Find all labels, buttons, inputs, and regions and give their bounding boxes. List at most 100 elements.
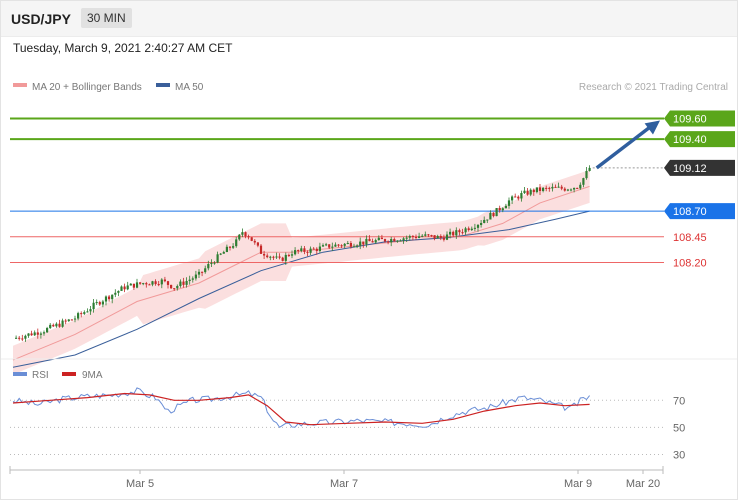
timestamp: Tuesday, March 9, 2021 2:40:27 AM CET (13, 41, 233, 55)
candle-body (219, 253, 222, 255)
candle-body (244, 232, 247, 237)
candle-body (213, 262, 216, 264)
candle-body (157, 284, 160, 286)
candle-body (33, 332, 36, 336)
candle-body (321, 245, 325, 247)
rsi-legend-swatch (13, 372, 27, 376)
price-panel: 109.60 109.40 109.12 108.70 108.45 108.20 (10, 110, 735, 375)
candle-body (163, 279, 166, 282)
candle-body (232, 246, 235, 248)
level-badge-109.12 (664, 159, 735, 176)
candle-body (430, 235, 433, 237)
candle-body (383, 239, 387, 242)
candle-body (337, 244, 340, 246)
candle-body (24, 335, 27, 339)
candle-body (173, 288, 176, 290)
candle-body (15, 337, 18, 339)
x-tick-label-1: Mar 7 (330, 478, 358, 490)
candle-body (501, 208, 504, 211)
candle-body (545, 187, 548, 189)
candle-body (573, 187, 576, 190)
candle-body (191, 278, 194, 280)
candle-body (303, 248, 306, 252)
candle-body (114, 292, 117, 295)
candle-body (476, 224, 480, 228)
candle-body (275, 256, 278, 258)
candle-body (86, 311, 89, 313)
ma50-line (12, 210, 590, 368)
candle-body (371, 241, 374, 243)
candle-body (117, 290, 120, 293)
candle-body (77, 313, 80, 319)
candle-body (132, 283, 135, 288)
candle-body (442, 237, 445, 240)
rsi-ma-legend-swatch (62, 372, 76, 376)
candle-body (83, 312, 86, 314)
level-badge-109.40 (664, 131, 735, 148)
x-tick-label-2: Mar 9 (564, 478, 592, 490)
candle-body (449, 231, 452, 235)
candle-body (216, 254, 219, 263)
candle-body (95, 302, 98, 304)
candle-body (455, 230, 458, 236)
forecast-arrow-shaft (595, 124, 654, 170)
candle-body (269, 256, 272, 258)
candle-body (588, 167, 591, 171)
candle-body (101, 301, 104, 305)
candle-body (284, 254, 287, 261)
candle-body (390, 238, 393, 243)
candle-body (328, 244, 331, 248)
candle-body (514, 196, 517, 198)
candle-body (470, 228, 473, 231)
candle-body (176, 285, 179, 289)
candle-body (563, 188, 566, 191)
candle-body (278, 256, 281, 258)
candle-body (247, 236, 250, 238)
rsi-ma-line (12, 392, 590, 426)
candle-body (238, 234, 241, 240)
candle-body (182, 281, 185, 285)
interval-badge[interactable]: 30 MIN (81, 8, 132, 28)
candle-body (374, 240, 377, 243)
candle-body (433, 235, 436, 239)
candle-body (123, 286, 126, 290)
candle-body (139, 282, 142, 284)
candle-body (325, 244, 328, 246)
candle-body (464, 228, 467, 233)
candle-body (98, 302, 101, 305)
candle-body (197, 271, 201, 275)
candle-body (204, 268, 207, 273)
level-label-108.20: 108.20 (673, 257, 707, 269)
candle-body (538, 187, 542, 191)
rsi-tick-30: 30 (673, 449, 685, 461)
candle-body (225, 246, 228, 253)
candle-body (566, 189, 569, 191)
candle-body (532, 189, 535, 193)
candle-body (387, 241, 390, 243)
candle-body (39, 333, 42, 335)
candle-body (349, 242, 352, 247)
candle-body (210, 262, 213, 265)
candle-body (306, 251, 309, 253)
candle-body (408, 236, 411, 238)
candle-body (188, 279, 191, 281)
bollinger-band (13, 170, 590, 375)
candle-body (554, 186, 557, 188)
level-badge-108.70 (664, 203, 735, 220)
level-label-109.12: 109.12 (673, 163, 707, 175)
candle-body (154, 281, 157, 285)
candle-body (520, 193, 523, 199)
candle-body (201, 271, 204, 273)
candle-body (507, 200, 511, 206)
candle-body (535, 187, 538, 193)
candle-body (517, 196, 520, 199)
candle-body (402, 238, 405, 241)
x-tick-label-0: Mar 5 (126, 478, 154, 490)
candle-body (294, 250, 297, 255)
rsi-ma-legend-label: 9MA (82, 370, 103, 381)
candle-body (569, 189, 573, 191)
candle-body (21, 338, 24, 340)
candle-body (250, 237, 253, 241)
credit-text: Research © 2021 Trading Central (579, 82, 728, 93)
